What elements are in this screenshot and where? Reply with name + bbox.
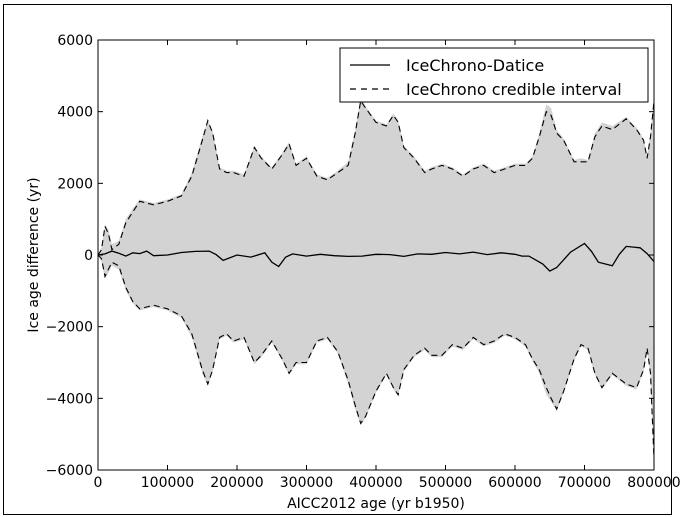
y-tick-label: −6000 xyxy=(46,463,93,479)
x-tick-label: 600000 xyxy=(488,475,541,491)
legend-label: IceChrono-Datice xyxy=(406,56,544,75)
series-line-credible-interval-lower xyxy=(97,254,655,460)
figure-frame xyxy=(3,4,672,515)
y-tick-label: 4000 xyxy=(57,105,93,121)
x-tick-label: 100000 xyxy=(141,475,194,491)
legend-box xyxy=(339,47,649,103)
y-tick-label: 2000 xyxy=(57,176,93,192)
series-line-icechrono-datice xyxy=(97,242,655,272)
series-line-credible-interval-upper xyxy=(97,99,655,256)
y-tick-label: −2000 xyxy=(46,320,93,336)
x-tick-label: 800000 xyxy=(627,475,680,491)
x-tick-label: 700000 xyxy=(558,475,611,491)
y-axis-label: Ice age difference (yr) xyxy=(26,177,42,332)
x-axis-label: AICC2012 age (yr b1950) xyxy=(287,496,465,512)
uncertainty-band xyxy=(98,97,654,463)
legend-label: IceChrono credible interval xyxy=(406,80,622,99)
y-tick-label: −4000 xyxy=(46,391,93,407)
x-tick-label: 0 xyxy=(94,475,103,491)
legend: IceChrono-Datice IceChrono credible inter… xyxy=(339,47,649,103)
band-layer xyxy=(98,97,654,463)
x-tick-label: 300000 xyxy=(280,475,333,491)
series-layer xyxy=(97,99,655,460)
y-tick-label: 6000 xyxy=(57,33,93,49)
y-tick-label: 0 xyxy=(84,248,93,264)
x-tick-label: 200000 xyxy=(210,475,263,491)
axes-layer: 0 100000 200000 300000 400000 500000 600000 700… xyxy=(46,33,681,491)
x-tick-label: 500000 xyxy=(419,475,472,491)
x-tick-label: 400000 xyxy=(349,475,402,491)
